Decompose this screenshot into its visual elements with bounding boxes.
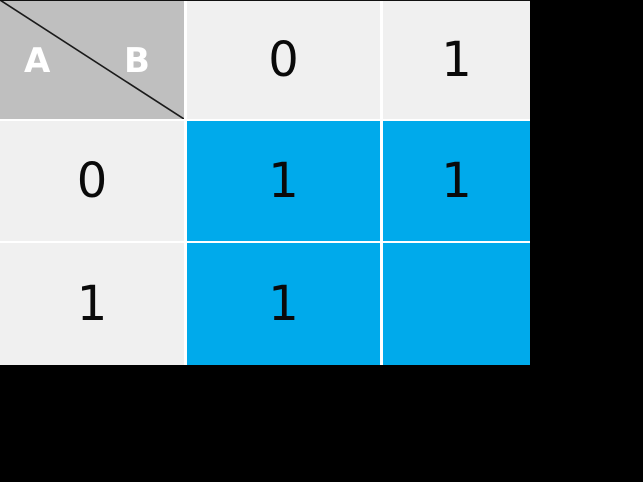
table-cell-r0-c1-value: 1 bbox=[441, 153, 472, 209]
column-header-0: 0 bbox=[187, 0, 380, 119]
row-header-1: 1 bbox=[0, 243, 184, 365]
table-cell-r0-c0[interactable]: 1 bbox=[187, 121, 380, 241]
truth-table: A B 0 1 0 1 1 1 1 bbox=[0, 0, 530, 365]
table-header-corner-cell: A B bbox=[0, 0, 184, 119]
column-header-1-value: 1 bbox=[441, 31, 472, 88]
column-header-1: 1 bbox=[383, 0, 530, 119]
row-variable-label: A bbox=[24, 41, 51, 81]
table-cell-r1-c1[interactable] bbox=[383, 243, 530, 365]
table-cell-r1-c0-value: 1 bbox=[268, 276, 299, 332]
column-variable-label: B bbox=[124, 41, 150, 81]
table-cell-r1-c0[interactable]: 1 bbox=[187, 243, 380, 365]
column-header-0-value: 0 bbox=[268, 31, 299, 88]
table-top-rule bbox=[0, 0, 530, 1]
row-header-0: 0 bbox=[0, 121, 184, 241]
table-cell-r0-c0-value: 1 bbox=[268, 153, 299, 209]
table-cell-r0-c1[interactable]: 1 bbox=[383, 121, 530, 241]
row-header-1-value: 1 bbox=[76, 276, 108, 332]
row-header-0-value: 0 bbox=[76, 153, 108, 209]
